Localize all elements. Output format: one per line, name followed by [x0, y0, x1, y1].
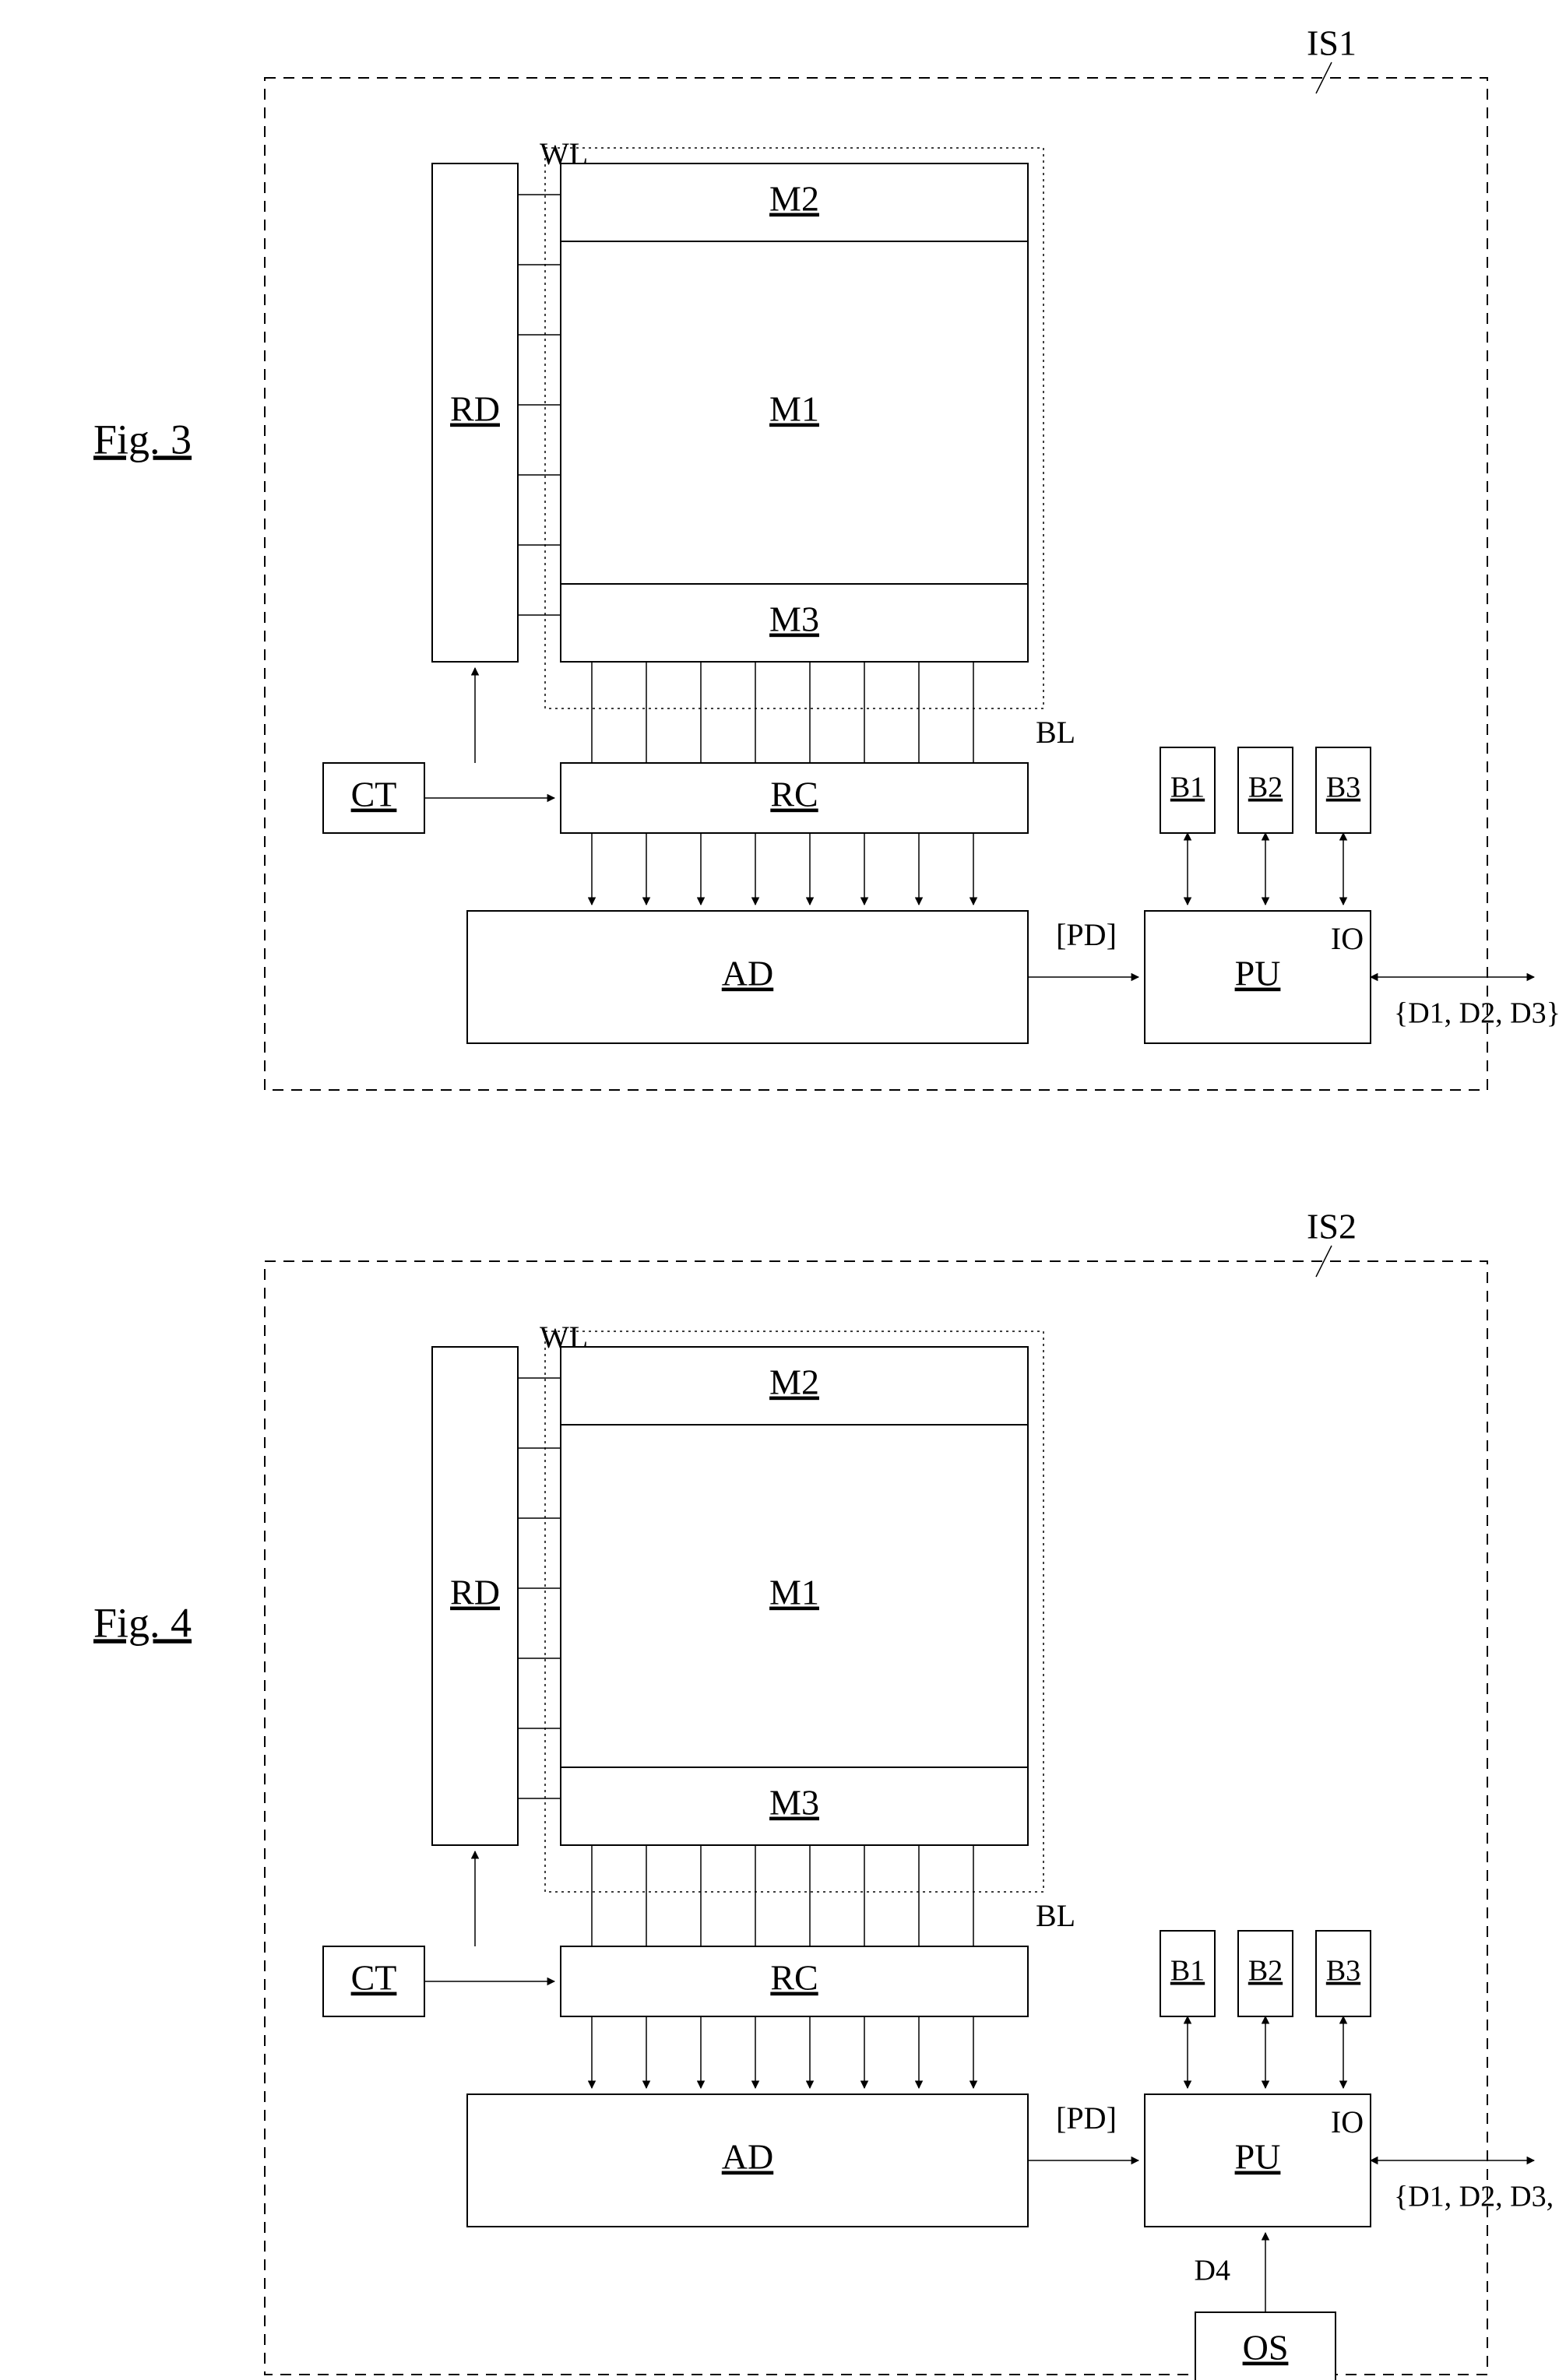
m3-label: M3 [769, 1783, 819, 1823]
rd-label: RD [450, 1573, 500, 1612]
b2-label: B2 [1248, 772, 1283, 804]
ct-label: CT [351, 1958, 397, 1998]
m2-label: M2 [769, 1362, 819, 1402]
wl-label: WL [540, 1320, 588, 1355]
figure-caption: Fig. 3 [93, 416, 192, 462]
io-label: IO [1331, 2104, 1364, 2139]
m1-label: M1 [769, 389, 819, 429]
os-label: OS [1243, 2328, 1289, 2368]
rd-label: RD [450, 389, 500, 429]
d4-label: D4 [1195, 2255, 1230, 2287]
b3-label: B3 [1326, 1955, 1360, 1988]
m3-label: M3 [769, 599, 819, 639]
system-label: IS2 [1307, 1207, 1357, 1246]
pd-label: [PD] [1056, 2101, 1117, 2136]
bl-label: BL [1036, 715, 1075, 750]
pu-label: PU [1235, 954, 1281, 993]
io-label: IO [1331, 921, 1364, 956]
b3-label: B3 [1326, 772, 1360, 804]
io-output-label: {D1, D2, D3, D4} [1394, 2181, 1559, 2213]
system-label: IS1 [1307, 23, 1357, 63]
figure-caption: Fig. 4 [93, 1599, 192, 1646]
m1-label: M1 [769, 1573, 819, 1612]
ct-label: CT [351, 775, 397, 814]
pu-label: PU [1235, 2137, 1281, 2177]
b1-label: B1 [1170, 1955, 1205, 1988]
io-output-label: {D1, D2, D3} [1394, 997, 1559, 1030]
rc-label: RC [770, 1958, 818, 1998]
ad-label: AD [722, 954, 773, 993]
wl-label: WL [540, 136, 588, 171]
b2-label: B2 [1248, 1955, 1283, 1988]
ad-label: AD [722, 2137, 773, 2177]
rc-label: RC [770, 775, 818, 814]
pd-label: [PD] [1056, 917, 1117, 952]
m2-label: M2 [769, 179, 819, 219]
bl-label: BL [1036, 1898, 1075, 1933]
b1-label: B1 [1170, 772, 1205, 804]
